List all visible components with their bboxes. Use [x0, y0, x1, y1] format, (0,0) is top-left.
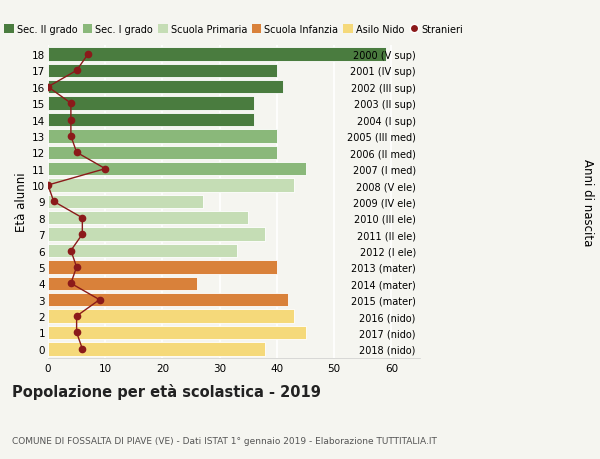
Bar [48, 65, 277, 78]
Bar [48, 48, 386, 62]
Bar [48, 228, 265, 241]
Bar [48, 293, 289, 307]
Bar [48, 244, 237, 257]
Bar [48, 195, 203, 209]
Text: Anni di nascita: Anni di nascita [581, 158, 594, 246]
Bar [48, 146, 277, 160]
Legend: Sec. II grado, Sec. I grado, Scuola Primaria, Scuola Infanzia, Asilo Nido, Stran: Sec. II grado, Sec. I grado, Scuola Prim… [4, 25, 464, 35]
Bar [48, 97, 254, 111]
Bar [48, 130, 277, 143]
Bar [48, 310, 294, 323]
Bar [48, 277, 197, 291]
Bar [48, 212, 248, 225]
Bar [48, 113, 254, 127]
Bar [48, 326, 305, 339]
Bar [48, 261, 277, 274]
Bar [48, 342, 265, 356]
Bar [48, 162, 305, 176]
Bar [48, 179, 294, 192]
Bar [48, 81, 283, 94]
Y-axis label: Età alunni: Età alunni [15, 172, 28, 232]
Text: Popolazione per età scolastica - 2019: Popolazione per età scolastica - 2019 [12, 383, 321, 399]
Text: COMUNE DI FOSSALTA DI PIAVE (VE) - Dati ISTAT 1° gennaio 2019 - Elaborazione TUT: COMUNE DI FOSSALTA DI PIAVE (VE) - Dati … [12, 436, 437, 445]
